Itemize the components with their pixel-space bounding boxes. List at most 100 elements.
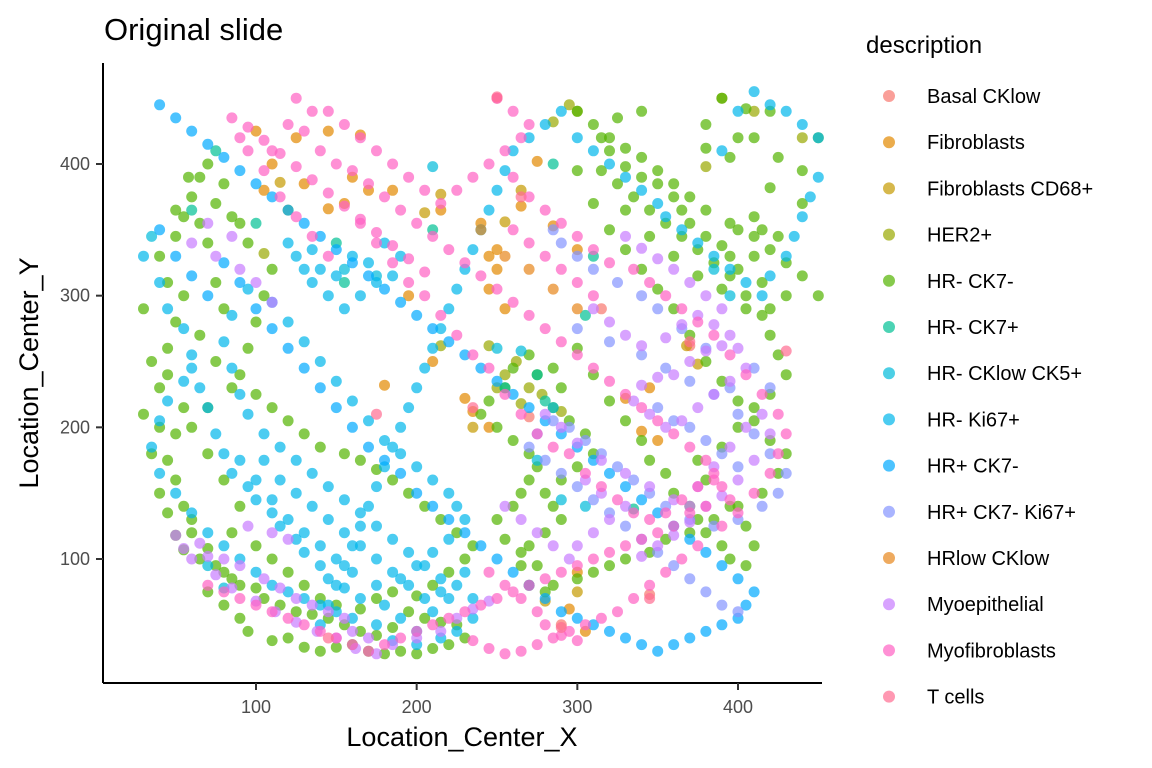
data-point-8-74 xyxy=(170,112,182,124)
data-point-7-3 xyxy=(178,323,190,335)
data-point-12-94 xyxy=(507,105,519,117)
data-point-11-13 xyxy=(363,632,374,644)
data-point-12-26 xyxy=(668,428,680,440)
data-point-8-30 xyxy=(636,639,648,651)
data-point-12-39 xyxy=(587,553,599,565)
data-point-12-34 xyxy=(668,520,680,532)
legend-key-5 xyxy=(883,321,895,333)
data-point-8-8 xyxy=(282,342,294,354)
legend-label-8: HR+ CK7- xyxy=(927,456,1019,478)
data-point-7-113 xyxy=(371,277,382,288)
data-point-12-65 xyxy=(258,165,270,177)
data-point-3-5 xyxy=(700,161,712,173)
data-point-7-179 xyxy=(788,230,800,242)
data-point-12-57 xyxy=(298,619,310,631)
data-point-12-172 xyxy=(515,593,527,604)
data-point-4-58 xyxy=(162,277,174,288)
data-point-7-127 xyxy=(748,86,760,98)
data-point-8-13 xyxy=(363,441,374,453)
legend-title: description xyxy=(866,32,982,59)
data-point-7-64 xyxy=(314,540,326,552)
data-point-4-246 xyxy=(644,454,656,466)
data-point-12-76 xyxy=(451,329,463,341)
data-point-8-38 xyxy=(748,586,760,598)
data-point-12-126 xyxy=(756,388,768,400)
data-point-4-238 xyxy=(515,560,527,572)
data-point-8-26 xyxy=(571,612,583,624)
data-point-7-26 xyxy=(419,560,431,572)
data-point-7-181 xyxy=(804,191,816,203)
data-point-1-35 xyxy=(531,155,543,167)
data-point-12-89 xyxy=(660,507,672,519)
data-point-8-15 xyxy=(395,467,407,479)
data-point-12-109 xyxy=(306,105,318,117)
data-point-11-77 xyxy=(636,379,648,391)
data-point-12-74 xyxy=(419,290,431,302)
data-point-7-8 xyxy=(218,448,230,460)
data-point-11-53 xyxy=(740,421,752,433)
data-point-4-245 xyxy=(636,435,648,446)
data-point-12-116 xyxy=(587,244,599,256)
data-point-4-114 xyxy=(194,217,206,229)
data-point-7-172 xyxy=(692,237,704,249)
data-point-12-106 xyxy=(354,132,366,144)
data-point-4-209 xyxy=(515,546,527,558)
data-point-12-113 xyxy=(539,204,551,216)
data-point-4-34 xyxy=(419,612,431,624)
data-point-9-55 xyxy=(684,421,696,433)
data-point-4-289 xyxy=(732,224,744,236)
data-point-4-6 xyxy=(170,474,182,486)
data-point-9-11 xyxy=(636,349,648,361)
data-point-11-62 xyxy=(652,540,664,552)
data-point-7-23 xyxy=(427,606,439,618)
data-point-4-203 xyxy=(620,553,631,565)
data-point-4-134 xyxy=(796,198,808,209)
data-point-4-222 xyxy=(507,362,519,374)
data-point-12-33 xyxy=(684,507,696,519)
data-point-4-131 xyxy=(748,132,760,144)
data-point-11-33 xyxy=(587,303,599,315)
data-point-12-141 xyxy=(579,619,591,631)
data-point-4-107 xyxy=(234,369,246,381)
data-point-7-49 xyxy=(363,415,374,427)
data-point-9-36 xyxy=(571,481,583,493)
data-point-4-187 xyxy=(652,283,664,295)
data-point-12-122 xyxy=(692,316,704,328)
data-point-4-304 xyxy=(612,112,623,124)
data-point-4-252 xyxy=(716,540,728,552)
data-point-11-36 xyxy=(636,340,648,352)
data-point-12-6 xyxy=(346,165,358,177)
data-point-9-5 xyxy=(587,263,599,275)
data-point-7-199 xyxy=(435,323,447,335)
data-point-7-34 xyxy=(290,454,302,466)
data-point-11-94 xyxy=(515,514,527,525)
data-point-5-1 xyxy=(186,204,198,216)
data-point-4-7 xyxy=(154,487,166,499)
data-point-7-2 xyxy=(162,303,174,315)
data-point-6-0 xyxy=(338,263,350,275)
data-point-12-9 xyxy=(395,204,407,216)
data-point-7-99 xyxy=(218,540,230,552)
data-point-12-99 xyxy=(467,171,479,183)
data-point-8-62 xyxy=(363,270,374,282)
data-point-5-2 xyxy=(250,217,262,229)
data-point-4-61 xyxy=(178,211,190,223)
data-point-7-175 xyxy=(740,277,752,288)
data-point-8-14 xyxy=(379,454,390,466)
data-point-11-11 xyxy=(338,612,350,624)
data-point-4-21 xyxy=(298,641,310,653)
data-point-4-63 xyxy=(194,171,206,183)
data-point-12-135 xyxy=(676,553,688,565)
data-point-12-159 xyxy=(354,213,366,225)
data-point-12-84 xyxy=(579,467,591,479)
data-point-13-4 xyxy=(515,191,527,203)
data-point-11-2 xyxy=(194,537,206,549)
data-point-11-57 xyxy=(732,474,744,486)
data-point-7-121 xyxy=(298,263,310,275)
data-point-12-134 xyxy=(692,540,704,552)
data-point-7-187 xyxy=(555,105,567,117)
data-point-4-185 xyxy=(620,244,631,256)
data-point-6-3 xyxy=(547,402,559,414)
data-point-4-45 xyxy=(250,582,262,594)
data-point-7-25 xyxy=(435,573,447,585)
